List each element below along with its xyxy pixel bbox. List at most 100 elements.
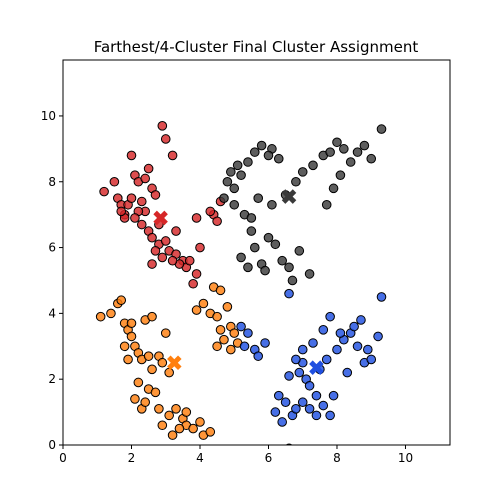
data-point bbox=[164, 410, 174, 421]
data-point bbox=[195, 242, 205, 253]
data-point bbox=[126, 331, 137, 342]
data-point bbox=[229, 183, 240, 194]
data-point bbox=[174, 423, 185, 434]
data-point bbox=[126, 318, 137, 329]
data-point bbox=[376, 292, 387, 302]
data-point bbox=[191, 305, 202, 315]
data-point bbox=[123, 354, 133, 365]
data-point bbox=[147, 311, 157, 322]
data-point bbox=[291, 354, 301, 365]
data-point bbox=[325, 410, 335, 421]
data-point bbox=[219, 334, 229, 345]
data-point bbox=[236, 321, 246, 332]
data-point bbox=[325, 147, 335, 157]
data-point bbox=[304, 404, 315, 414]
data-point bbox=[304, 269, 315, 279]
data-point bbox=[273, 390, 284, 401]
data-point bbox=[352, 147, 363, 157]
data-point bbox=[236, 170, 246, 180]
data-point bbox=[136, 196, 147, 207]
centroid-marker bbox=[153, 210, 168, 226]
data-point bbox=[352, 341, 363, 352]
data-point bbox=[270, 407, 281, 417]
data-point bbox=[116, 206, 127, 217]
data-point bbox=[243, 262, 253, 273]
data-point bbox=[263, 150, 274, 161]
data-point bbox=[291, 176, 301, 187]
data-point bbox=[109, 176, 120, 187]
data-point bbox=[212, 216, 222, 227]
data-point bbox=[222, 301, 233, 312]
data-point bbox=[335, 170, 346, 180]
data-point bbox=[195, 417, 205, 427]
data-point bbox=[243, 157, 253, 167]
y-tick-label: 4 bbox=[48, 306, 56, 320]
data-point bbox=[219, 193, 229, 204]
data-point bbox=[376, 124, 387, 134]
data-point bbox=[366, 354, 377, 365]
data-point bbox=[260, 338, 270, 348]
data-point bbox=[157, 121, 168, 131]
chart-title: Farthest/4-Cluster Final Cluster Assignm… bbox=[94, 38, 419, 56]
data-point bbox=[147, 232, 157, 243]
data-point bbox=[311, 410, 322, 421]
data-point bbox=[136, 219, 147, 230]
data-point bbox=[297, 167, 308, 177]
data-point bbox=[171, 226, 181, 236]
data-point bbox=[226, 344, 236, 355]
data-point bbox=[160, 236, 171, 246]
data-point bbox=[95, 311, 106, 322]
data-point bbox=[294, 246, 305, 256]
y-tick-label: 8 bbox=[48, 175, 56, 189]
data-point bbox=[212, 311, 222, 322]
centroid-stroke bbox=[281, 189, 297, 204]
data-point bbox=[99, 186, 109, 197]
data-point bbox=[205, 427, 216, 437]
data-point bbox=[263, 232, 274, 243]
data-point bbox=[154, 404, 164, 414]
data-point bbox=[126, 150, 137, 161]
data-point bbox=[164, 367, 174, 378]
data-point bbox=[363, 344, 373, 355]
centroid-stroke bbox=[153, 210, 168, 226]
data-point bbox=[249, 242, 260, 253]
plot-frame bbox=[62, 59, 451, 446]
data-point bbox=[318, 325, 329, 335]
data-point bbox=[366, 153, 377, 164]
data-point bbox=[297, 397, 308, 408]
data-point bbox=[294, 367, 305, 378]
data-point bbox=[130, 213, 140, 223]
data-point bbox=[191, 269, 202, 279]
data-point bbox=[253, 351, 264, 361]
data-point bbox=[318, 400, 329, 411]
data-point bbox=[167, 150, 178, 161]
data-point bbox=[188, 278, 198, 289]
data-point bbox=[226, 167, 236, 177]
data-point bbox=[119, 341, 130, 352]
data-point bbox=[150, 246, 161, 256]
x-tick-label: 2 bbox=[128, 451, 136, 465]
data-point bbox=[256, 140, 267, 151]
data-point bbox=[147, 364, 157, 375]
data-point bbox=[191, 213, 202, 223]
data-point bbox=[339, 144, 349, 154]
x-tick-label: 8 bbox=[333, 451, 341, 465]
data-point bbox=[332, 344, 342, 355]
data-point bbox=[157, 357, 168, 368]
y-tick-label: 0 bbox=[48, 438, 56, 452]
data-point bbox=[188, 423, 198, 434]
data-point bbox=[181, 407, 192, 417]
data-point bbox=[222, 176, 233, 187]
data-point bbox=[243, 328, 253, 338]
data-point bbox=[246, 213, 257, 223]
data-point bbox=[321, 199, 332, 210]
x-tick-label: 4 bbox=[196, 451, 204, 465]
data-point bbox=[332, 137, 342, 148]
data-point bbox=[304, 380, 315, 391]
x-tick-label: 10 bbox=[398, 451, 413, 465]
centroid-stroke bbox=[167, 355, 182, 371]
data-point bbox=[280, 397, 291, 408]
centroid-stroke bbox=[309, 360, 324, 375]
data-point bbox=[184, 255, 195, 266]
